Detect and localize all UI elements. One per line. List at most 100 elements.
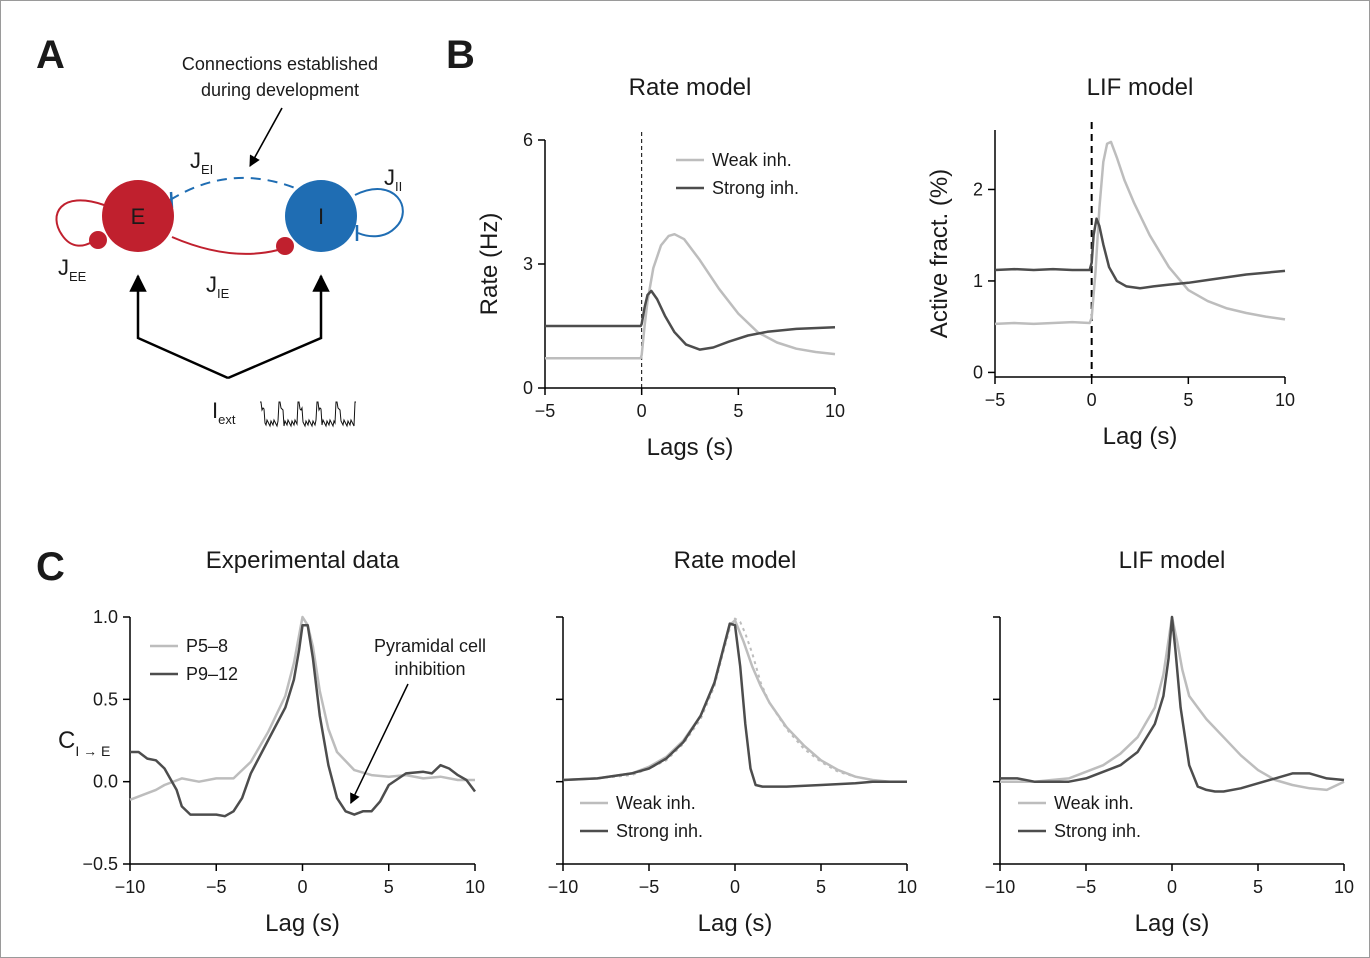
y-tick-label: 1.0 [93, 607, 118, 627]
legend: Weak inh. Strong inh. [580, 793, 703, 841]
y-tick-label: 6 [523, 130, 533, 150]
chart-title: Rate model [629, 74, 752, 101]
legend-label: Strong inh. [1054, 821, 1141, 841]
x-tick-label: 10 [825, 401, 845, 421]
x-tick-label: 0 [637, 401, 647, 421]
jei-connection [169, 176, 296, 201]
inhibitory-node-label: I [318, 204, 324, 229]
network-schematic: Connections established during developme… [55, 54, 404, 428]
annotation-text: Pyramidal cell [374, 636, 486, 656]
annotation-text: inhibition [394, 659, 465, 679]
chart-c1: Experimental data −10 −5 0 5 10 −0.5 0.0 0.5 1.0 L… [58, 547, 486, 937]
x-axis-label: Lag (s) [698, 910, 773, 937]
series-line-weak-inh [994, 140, 1286, 326]
y-tick-label: 2 [973, 179, 983, 199]
series-line-strong-inh [1000, 615, 1345, 793]
series-line-weak-inh [1000, 615, 1345, 792]
x-tick-label: 0 [1167, 877, 1177, 897]
y-tick-label: 1 [973, 271, 983, 291]
y-axis-label: Active fract. (%) [926, 169, 953, 338]
development-annotation-line-2: during development [201, 80, 359, 100]
legend-label: P5–8 [186, 636, 228, 656]
inhibitory-node [285, 180, 357, 252]
x-axis-label: Lag (s) [1103, 423, 1178, 450]
jie-synapse-dot [276, 237, 294, 255]
external-input-arrow-to-e [129, 274, 229, 380]
panel-label-a: A [36, 33, 65, 77]
x-tick-label: −10 [115, 877, 146, 897]
chart-c2: Rate model −10 −5 0 5 10 Lag (s) Weak inh. Stron… [548, 547, 917, 937]
x-tick-label: −10 [985, 877, 1016, 897]
series-line-weak-inh [545, 232, 836, 360]
legend-label: Strong inh. [616, 821, 703, 841]
chart-title: LIF model [1087, 74, 1194, 101]
y-tick-label: 0 [523, 378, 533, 398]
jee-self-loop [55, 199, 105, 247]
legend: Weak inh. Strong inh. [676, 150, 799, 198]
legend: Weak inh. Strong inh. [1018, 793, 1141, 841]
x-tick-label: 10 [897, 877, 917, 897]
x-tick-label: 5 [1183, 390, 1193, 410]
x-tick-label: −5 [1076, 877, 1097, 897]
series-line-strong-inh [545, 289, 836, 351]
excitatory-node [102, 180, 174, 252]
x-tick-label: 5 [384, 877, 394, 897]
y-tick-label: 0 [973, 362, 983, 382]
x-tick-label: −5 [985, 390, 1006, 410]
y-tick-label: 0.0 [93, 772, 118, 792]
series-line-strong-inh [562, 622, 907, 788]
x-tick-label: 0 [297, 877, 307, 897]
excitatory-node-label: E [131, 204, 146, 229]
legend-label: Weak inh. [616, 793, 696, 813]
x-tick-label: 0 [1087, 390, 1097, 410]
y-tick-label: 3 [523, 254, 533, 274]
development-annotation-line-1: Connections established [182, 54, 378, 74]
series-line-dotted-fit [562, 617, 907, 783]
x-axis-label: Lags (s) [647, 434, 734, 461]
jie-connection [171, 236, 279, 255]
legend-label: Weak inh. [712, 150, 792, 170]
legend-label: Weak inh. [1054, 793, 1134, 813]
x-tick-label: 5 [816, 877, 826, 897]
x-tick-label: 5 [733, 401, 743, 421]
y-tick-label: −0.5 [82, 854, 118, 874]
series-line-weak-inh [562, 619, 907, 783]
y-axis-label: Rate (Hz) [476, 213, 503, 316]
panel-label-b: B [446, 33, 475, 77]
jei-label: JEI [190, 148, 213, 177]
x-tick-label: −5 [639, 877, 660, 897]
chart-title: Rate model [674, 547, 797, 574]
external-input-arrow-to-i [227, 274, 330, 380]
development-arrow [249, 107, 283, 167]
series-line-strong-inh [994, 217, 1286, 290]
y-tick-label: 0.5 [93, 689, 118, 709]
external-input-label: Iext [212, 398, 236, 427]
panel-label-c: C [36, 545, 65, 589]
x-tick-label: −5 [535, 401, 556, 421]
x-tick-label: 10 [465, 877, 485, 897]
jee-label: JEE [58, 255, 87, 284]
x-axis-label: Lag (s) [265, 910, 340, 937]
chart-title: Experimental data [206, 547, 400, 574]
chart-c3: LIF model −10 −5 0 5 10 Lag (s) Weak inh. Strong… [985, 547, 1354, 937]
x-tick-label: 10 [1334, 877, 1354, 897]
legend: P5–8 P9–12 [150, 636, 238, 684]
external-input-trace [260, 401, 356, 428]
x-tick-label: 0 [730, 877, 740, 897]
x-axis-label: Lag (s) [1135, 910, 1210, 937]
legend-label: Strong inh. [712, 178, 799, 198]
series-line-p9-12 [130, 623, 477, 818]
jii-self-loop [354, 188, 404, 238]
y-axis-label: CI → E [58, 727, 110, 759]
jie-label: JIE [206, 272, 230, 301]
legend-label: P9–12 [186, 664, 238, 684]
chart-title: LIF model [1119, 547, 1226, 574]
x-tick-label: 10 [1275, 390, 1295, 410]
jii-label: JII [384, 165, 402, 194]
jee-synapse-dot [89, 231, 107, 249]
x-tick-label: −5 [206, 877, 227, 897]
